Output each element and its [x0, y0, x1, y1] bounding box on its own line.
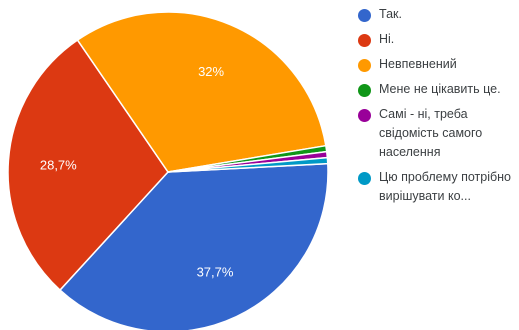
legend-label: Самі - ні, треба свідомість самого насел…: [379, 107, 483, 159]
pie-slice: [167, 156, 329, 173]
pie-slice: [76, 11, 327, 173]
pie-chart-svg: 37,7% 28,7% 32%: [7, 11, 329, 330]
legend-label: Мене не цікавить це.: [379, 82, 501, 96]
legend-label: Ні.: [379, 32, 395, 46]
legend-item[interactable]: Невпевнений: [358, 57, 516, 74]
legend-label: Так.: [379, 7, 402, 21]
legend-item[interactable]: Мене не цікавить це.: [358, 82, 516, 99]
legend-item[interactable]: Ні.: [358, 32, 516, 49]
legend-swatch-icon: [358, 59, 371, 72]
pie-slice: [7, 38, 169, 292]
legend-item[interactable]: Самі - ні, треба свідомість самого насел…: [358, 107, 516, 162]
legend-swatch-icon: [358, 172, 371, 185]
slice-value-label: 32%: [198, 64, 224, 79]
legend-swatch-icon: [358, 84, 371, 97]
slice-value-label: 28,7%: [40, 157, 77, 172]
legend-item[interactable]: Так.: [358, 7, 516, 24]
legend-label: Цю проблему потрібно вирішувати ко...: [379, 170, 511, 203]
legend-swatch-icon: [358, 109, 371, 122]
chart-legend: Так. Ні. Невпевнений Мене не цікавить це. Са…: [358, 7, 516, 215]
pie-slice: [58, 162, 329, 330]
legend-swatch-icon: [358, 9, 371, 22]
legend-swatch-icon: [358, 34, 371, 47]
legend-item[interactable]: Цю проблему потрібно вирішувати ко...: [358, 170, 516, 206]
legend-label: Невпевнений: [379, 57, 457, 71]
slice-value-label: 37,7%: [197, 265, 234, 280]
